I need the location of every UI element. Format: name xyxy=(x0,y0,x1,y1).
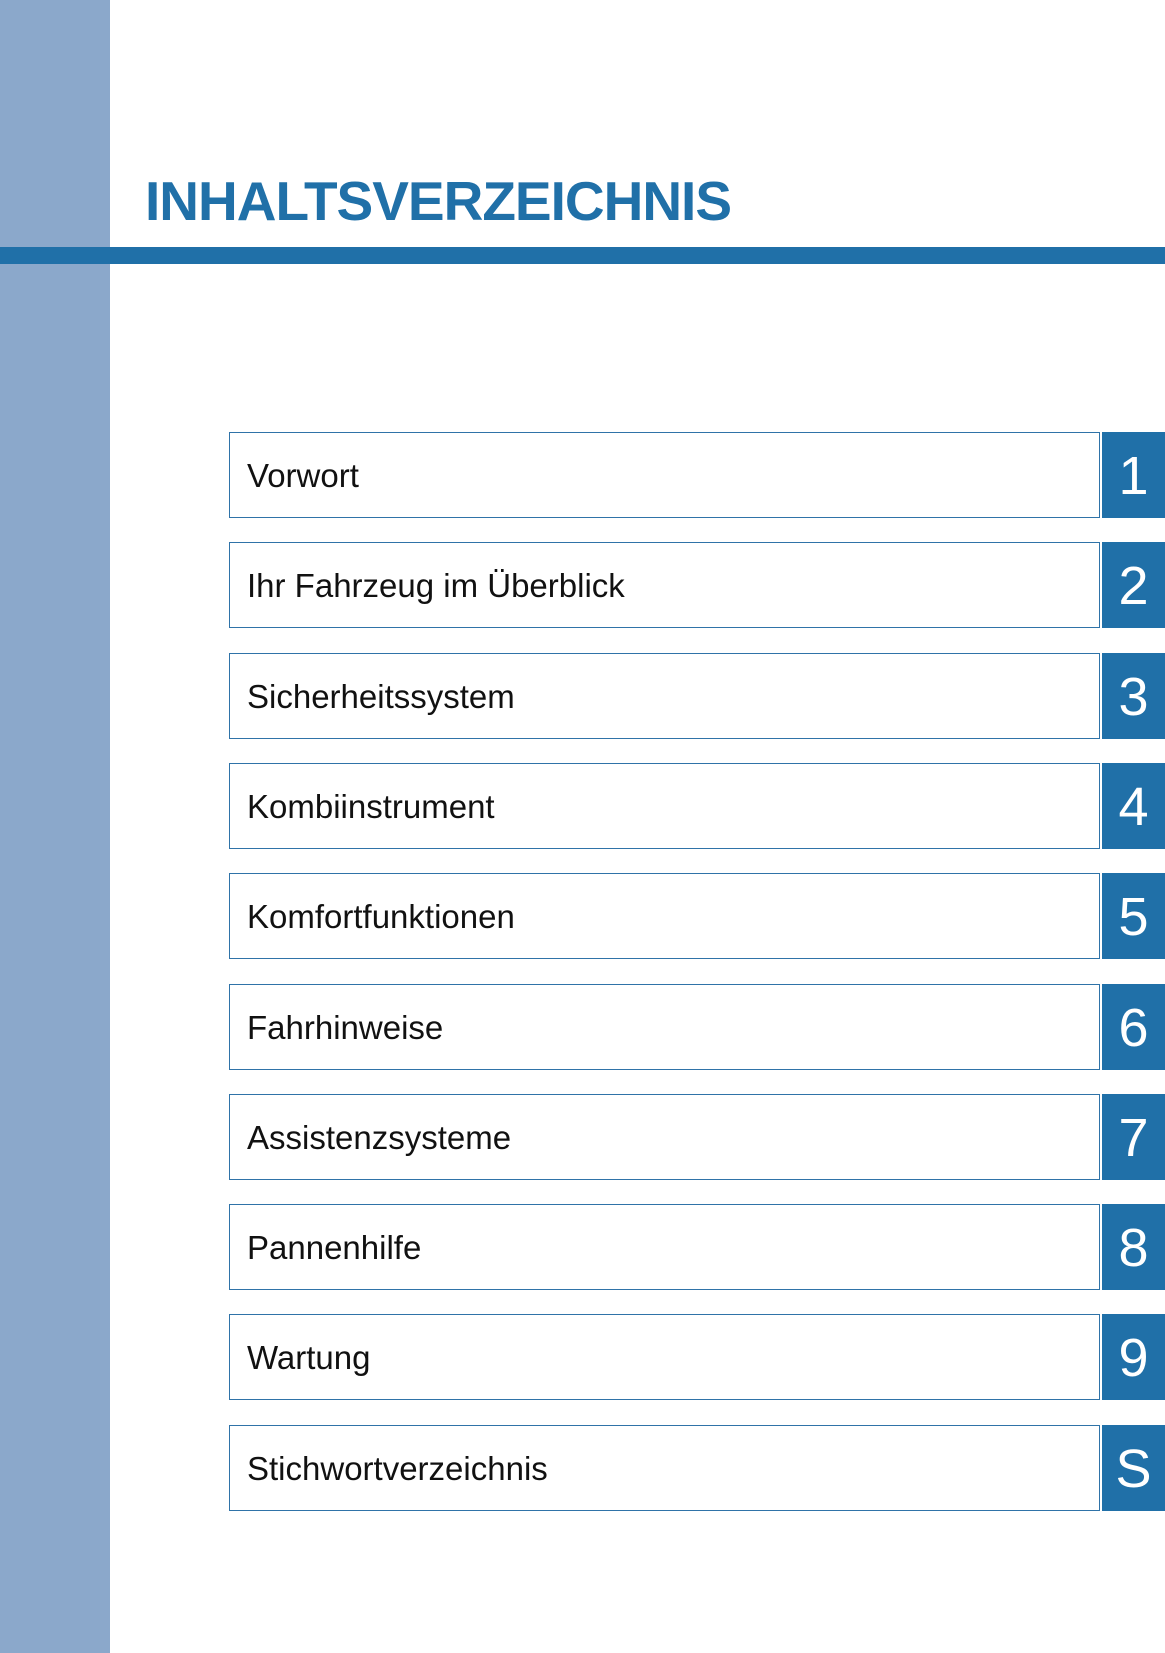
toc-entry-box: Vorwort xyxy=(229,432,1100,518)
toc-entry-label: Assistenzsysteme xyxy=(247,1118,512,1156)
chapter-number-tab[interactable]: 5 xyxy=(1102,873,1165,960)
toc-entry[interactable]: Sicherheitssystem 3 xyxy=(229,652,1165,739)
toc-entry-box: Pannenhilfe xyxy=(229,1204,1100,1291)
sidebar-band xyxy=(0,0,110,1653)
toc-entry-box: Fahrhinweise xyxy=(229,983,1100,1070)
toc-entry[interactable]: Assistenzsysteme 7 xyxy=(229,1093,1165,1180)
page-title: INHALTSVERZEICHNIS xyxy=(145,170,732,232)
toc-entry-box: Assistenzsysteme xyxy=(229,1093,1100,1180)
toc-entry-label: Komfortfunktionen xyxy=(247,898,515,936)
toc-entry-label: Fahrhinweise xyxy=(247,1008,444,1046)
toc-entry-label: Stichwortverzeichnis xyxy=(247,1449,548,1487)
toc-entry[interactable]: Vorwort 1 xyxy=(229,432,1165,518)
toc-entry-label: Ihr Fahrzeug im Überblick xyxy=(247,567,625,605)
chapter-number-tab[interactable]: 3 xyxy=(1102,652,1165,739)
chapter-number-tab[interactable]: 9 xyxy=(1102,1314,1165,1401)
toc-entry-box: Ihr Fahrzeug im Überblick xyxy=(229,542,1100,629)
chapter-number-tab[interactable]: 4 xyxy=(1102,762,1165,849)
toc-entry-label: Vorwort xyxy=(247,457,359,494)
toc-entry[interactable]: Kombiinstrument 4 xyxy=(229,762,1165,849)
header-rule xyxy=(0,247,1165,264)
toc-entry[interactable]: Komfortfunktionen 5 xyxy=(229,873,1165,960)
toc-entry-label: Wartung xyxy=(247,1339,371,1377)
toc-entry-box: Komfortfunktionen xyxy=(229,873,1100,960)
toc-entry-label: Pannenhilfe xyxy=(247,1229,422,1267)
toc-entry-label: Sicherheitssystem xyxy=(247,677,515,715)
toc-entry[interactable]: Pannenhilfe 8 xyxy=(229,1204,1165,1291)
toc-entry-box: Stichwortverzeichnis xyxy=(229,1424,1100,1511)
chapter-number-tab[interactable]: 2 xyxy=(1102,542,1165,629)
chapter-number-tab[interactable]: 6 xyxy=(1102,983,1165,1070)
toc-entry[interactable]: Stichwortverzeichnis S xyxy=(229,1424,1165,1511)
toc-entry[interactable]: Ihr Fahrzeug im Überblick 2 xyxy=(229,542,1165,629)
chapter-number-tab[interactable]: 7 xyxy=(1102,1093,1165,1180)
toc-entry[interactable]: Wartung 9 xyxy=(229,1314,1165,1401)
toc-entry-box: Sicherheitssystem xyxy=(229,652,1100,739)
chapter-number-tab[interactable]: S xyxy=(1102,1424,1165,1511)
toc-entry-box: Wartung xyxy=(229,1314,1100,1401)
toc-entry-box: Kombiinstrument xyxy=(229,762,1100,849)
chapter-number-tab[interactable]: 8 xyxy=(1102,1204,1165,1291)
toc-entry-label: Kombiinstrument xyxy=(247,787,495,825)
chapter-number-tab[interactable]: 1 xyxy=(1102,432,1165,518)
toc-entry[interactable]: Fahrhinweise 6 xyxy=(229,983,1165,1070)
